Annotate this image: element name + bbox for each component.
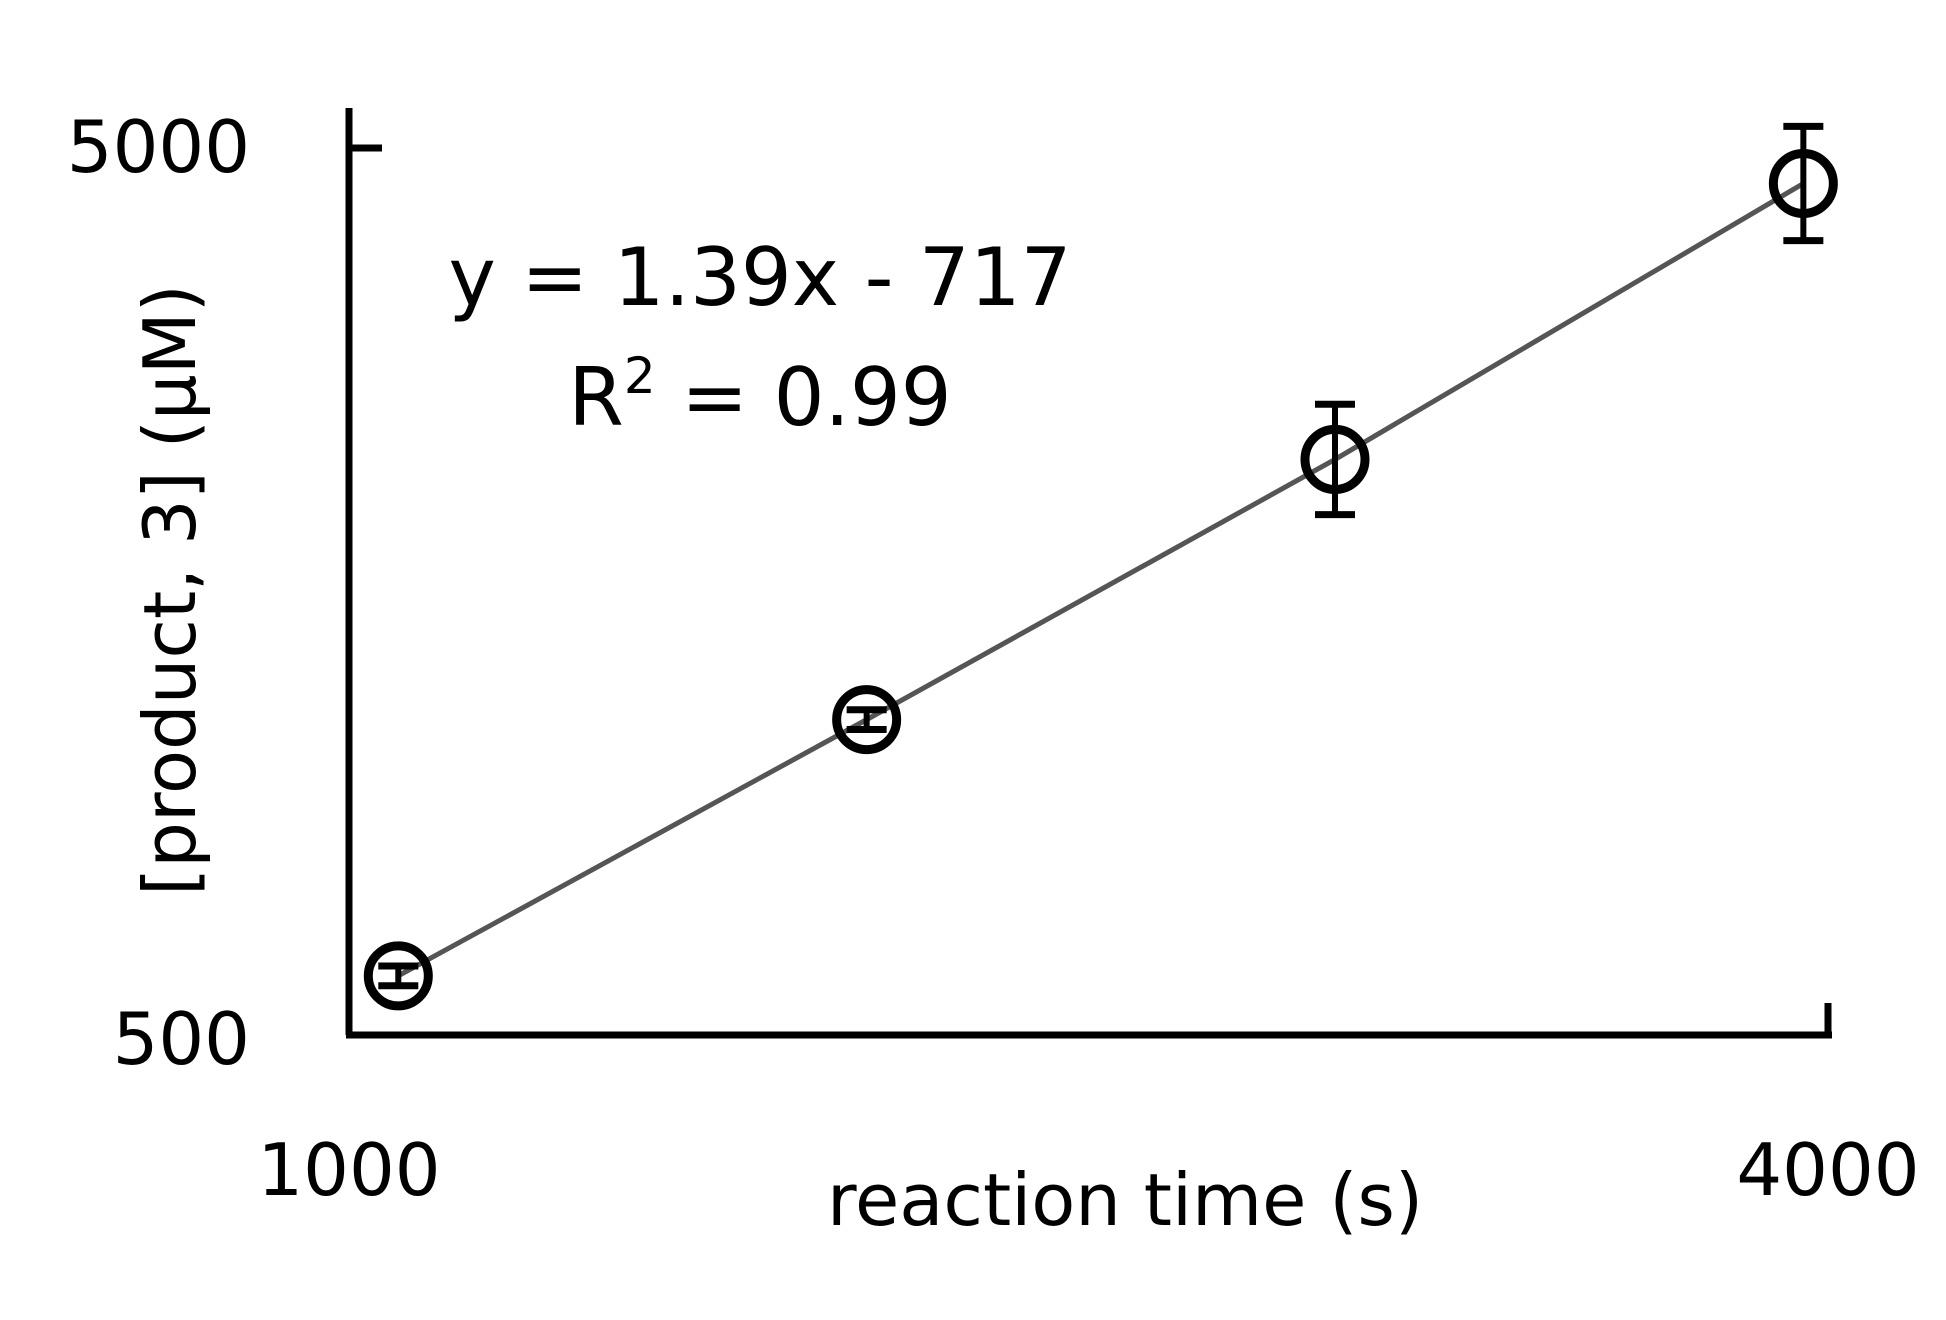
x-axis-label: reaction time (s) (827, 1158, 1423, 1242)
data-point (832, 685, 902, 755)
plot-area (363, 122, 1838, 1011)
r-squared-value: = 0.99 (656, 351, 952, 444)
r-squared-label: R2 = 0.99 (568, 347, 951, 444)
r-squared-superscript: 2 (624, 347, 656, 405)
trendline (397, 181, 1805, 979)
data-point (1300, 424, 1370, 494)
y-tick-label-bottom: 500 (113, 997, 250, 1081)
data-point (1768, 148, 1838, 218)
x-tick-label-right: 4000 (1736, 1128, 1919, 1212)
data-point (363, 941, 433, 1011)
y-tick-label-top: 5000 (67, 105, 250, 189)
trendline-equation: y = 1.39x - 717 (448, 231, 1071, 324)
x-tick-label-left: 1000 (257, 1128, 440, 1212)
y-axis-label: [product, 3] (μM) (128, 284, 212, 896)
axes (345, 108, 1832, 1039)
r-squared-prefix: R (568, 351, 624, 444)
